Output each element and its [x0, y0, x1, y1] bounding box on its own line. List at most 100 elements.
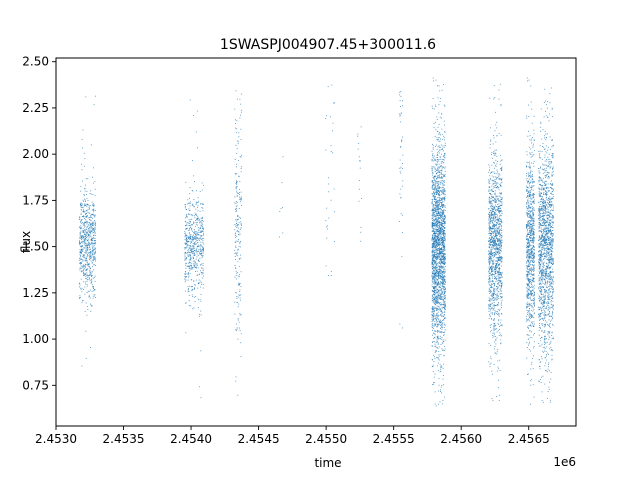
data-point [185, 252, 187, 254]
data-point [441, 161, 443, 163]
data-point [189, 224, 191, 226]
data-point [444, 222, 446, 224]
data-point [498, 268, 500, 270]
data-point [195, 131, 197, 133]
data-point [435, 262, 437, 264]
data-point [85, 245, 87, 247]
data-point [443, 304, 445, 306]
data-point [86, 203, 88, 205]
data-point [440, 275, 441, 277]
data-point [495, 190, 497, 192]
data-point [334, 211, 335, 213]
data-point [86, 261, 88, 263]
data-point [436, 236, 438, 237]
data-point [438, 137, 440, 139]
data-point [440, 294, 442, 296]
data-point [497, 283, 498, 285]
data-point [443, 238, 445, 240]
data-point [238, 239, 240, 240]
data-point [499, 267, 500, 269]
data-point [189, 220, 191, 222]
data-point [237, 240, 239, 242]
data-point [434, 189, 436, 191]
data-point [490, 139, 492, 141]
data-point [444, 248, 445, 250]
data-point [193, 222, 195, 224]
data-point [440, 368, 442, 370]
data-point [501, 159, 503, 161]
data-point [488, 223, 490, 225]
data-point [196, 202, 198, 204]
data-point [325, 265, 327, 267]
data-point [433, 160, 435, 162]
data-point [92, 260, 94, 261]
data-point [185, 247, 187, 249]
data-point [492, 273, 494, 275]
data-point [81, 226, 82, 228]
data-point [494, 287, 496, 289]
data-point [441, 208, 443, 210]
data-point [491, 266, 493, 267]
data-point [192, 240, 194, 242]
data-point [433, 175, 435, 177]
data-point [439, 140, 441, 142]
data-point [442, 246, 444, 248]
data-point [499, 264, 501, 266]
data-point [442, 183, 444, 184]
data-point [441, 288, 443, 290]
data-point [81, 287, 83, 289]
data-point [198, 259, 200, 261]
data-point [492, 264, 494, 266]
data-point [444, 346, 446, 347]
data-point [494, 278, 495, 280]
data-point [197, 298, 199, 300]
data-point [432, 156, 434, 158]
data-point [443, 162, 445, 164]
data-point [443, 236, 445, 238]
data-point [495, 235, 497, 237]
data-point [498, 228, 500, 230]
data-point [197, 202, 199, 203]
data-point [490, 234, 492, 235]
data-point [494, 333, 496, 335]
data-point [493, 180, 494, 182]
data-point [440, 258, 442, 260]
data-point [436, 173, 438, 175]
data-point [433, 192, 435, 194]
data-point [85, 236, 87, 238]
data-point [496, 209, 498, 211]
data-point [438, 237, 440, 239]
data-point [81, 241, 82, 243]
data-point [441, 266, 443, 268]
data-point [437, 175, 439, 177]
data-point [495, 257, 497, 259]
data-point [495, 260, 497, 262]
data-point [444, 171, 446, 172]
data-point [491, 164, 493, 166]
data-point [433, 240, 435, 242]
data-point [443, 159, 445, 161]
data-point [201, 281, 203, 283]
data-point [433, 300, 435, 302]
data-point [439, 187, 441, 189]
data-point [187, 199, 189, 201]
data-point [438, 241, 440, 243]
data-point [400, 166, 402, 168]
data-point [200, 283, 202, 285]
data-point [489, 183, 491, 185]
data-point [85, 233, 87, 235]
data-point [438, 186, 440, 187]
data-point [440, 251, 441, 253]
data-point [434, 286, 436, 288]
data-point [92, 240, 94, 241]
data-point [441, 224, 443, 226]
data-point [326, 115, 328, 117]
data-point [498, 220, 499, 222]
data-point [440, 244, 442, 246]
data-point [92, 246, 93, 248]
data-point [92, 182, 94, 184]
data-point [500, 237, 502, 239]
data-point [434, 207, 436, 209]
data-point [442, 375, 444, 376]
data-point [440, 332, 442, 334]
